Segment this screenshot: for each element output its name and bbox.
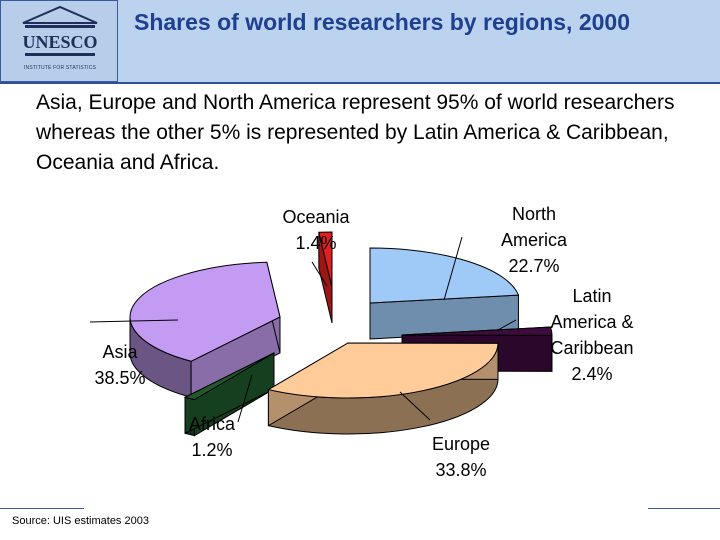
slice-label-line: Asia (102, 342, 138, 362)
slice-label-line: Latin (572, 286, 611, 306)
slice-label-line: 2.4% (571, 364, 612, 384)
slice-label-europe: Europe 33.8% (432, 434, 490, 480)
slice-label-line: 33.8% (435, 460, 486, 480)
pie-slice-north-america (369, 247, 520, 340)
leader-line-asia (89, 319, 179, 323)
leader-line-latin-america (497, 319, 517, 331)
slice-label-line: America & (550, 312, 633, 332)
footer-divider-left (0, 508, 84, 509)
slice-label-line: Europe (432, 434, 490, 454)
slice-label-line: Oceania (282, 207, 350, 227)
header-bar: UNESCO INSTITUTE FOR STATISTICS Shares o… (0, 0, 720, 84)
logo-text: UNESCO (22, 32, 97, 52)
leader-line-oceania (311, 261, 328, 287)
page-title: Shares of world researchers by regions, … (134, 9, 631, 35)
source-note: Source: UIS estimates 2003 (12, 515, 149, 527)
slice-label-latin-america: Latin America & Caribbean 2.4% (550, 286, 633, 384)
slice-label-line: America (501, 230, 568, 250)
pie-slice-oceania (318, 231, 333, 324)
unesco-temple-icon: UNESCO (22, 5, 98, 56)
slice-label-line: 1.2% (191, 440, 232, 460)
logo-subtext: INSTITUTE FOR STATISTICS (23, 65, 97, 71)
subtitle-text: Asia, Europe and North America represent… (36, 91, 675, 174)
slice-label-line: 38.5% (94, 368, 145, 388)
leader-line-north-america (443, 236, 463, 301)
slice-label-line: North (512, 204, 556, 224)
slice-label-line: 1.4% (295, 233, 336, 253)
footer-divider-right (648, 508, 720, 509)
slice-label-oceania: Oceania 1.4% (282, 207, 350, 253)
slice-label-north-america: North America 22.7% (501, 204, 568, 276)
unesco-logo: UNESCO INSTITUTE FOR STATISTICS (0, 0, 118, 82)
slice-label-asia: Asia 38.5% (94, 342, 145, 388)
pie-slice-europe (267, 342, 499, 435)
slice-label-line: Caribbean (550, 338, 633, 358)
slice-label-line: 22.7% (508, 256, 559, 276)
slice-label-africa: Africa 1.2% (189, 414, 236, 460)
leader-line-africa (237, 374, 253, 423)
pie-slice-asia (129, 261, 281, 399)
leader-line-europe (399, 391, 431, 421)
slice-label-line: Africa (189, 414, 236, 434)
pie-slice-africa (183, 352, 275, 437)
